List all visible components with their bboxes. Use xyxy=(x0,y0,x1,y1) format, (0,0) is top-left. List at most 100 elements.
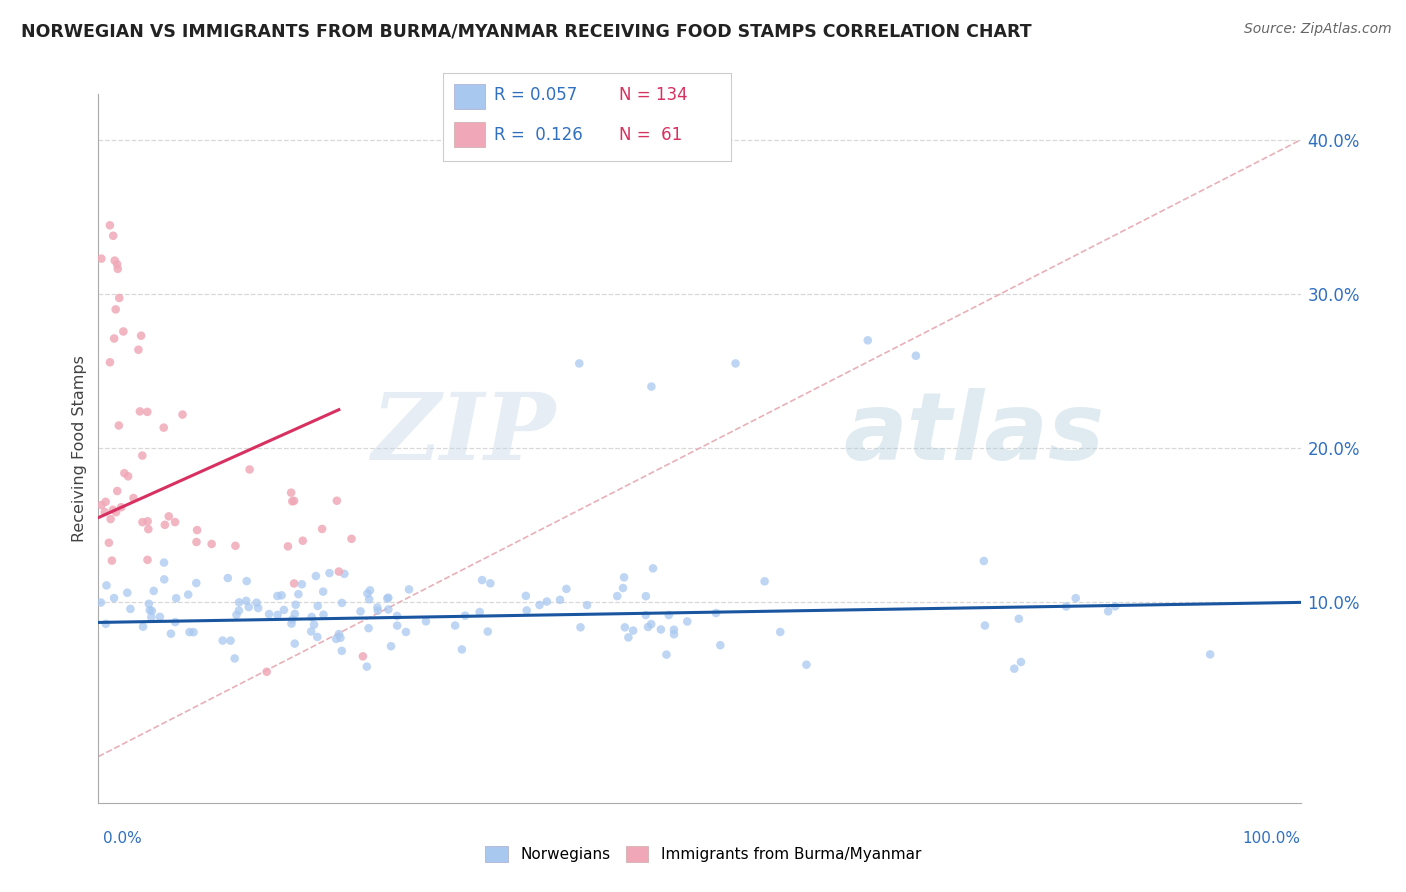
Point xyxy=(516,603,538,617)
Point xyxy=(1002,662,1025,676)
Point xyxy=(127,343,149,357)
Point xyxy=(280,616,302,631)
Point xyxy=(284,598,307,612)
Point xyxy=(359,592,381,607)
Point xyxy=(136,553,159,567)
Point xyxy=(769,624,792,639)
Point xyxy=(107,261,129,276)
Point xyxy=(796,657,818,672)
Point xyxy=(655,648,678,662)
Point xyxy=(662,627,685,641)
Point xyxy=(415,615,437,629)
Point xyxy=(307,630,329,644)
Point xyxy=(576,598,599,612)
Point xyxy=(90,498,112,512)
Point xyxy=(110,500,132,515)
Point xyxy=(117,469,139,483)
Point xyxy=(1008,612,1031,626)
Point xyxy=(283,576,305,591)
Point xyxy=(385,618,408,632)
Point xyxy=(157,509,180,524)
Point xyxy=(568,356,591,370)
Text: atlas: atlas xyxy=(844,388,1105,480)
Point xyxy=(129,404,152,418)
Point xyxy=(444,618,467,632)
Legend: Norwegians, Immigrants from Burma/Myanmar: Norwegians, Immigrants from Burma/Myanma… xyxy=(479,840,927,868)
Point xyxy=(709,638,731,652)
Point xyxy=(136,522,159,536)
Point xyxy=(283,493,305,508)
Point xyxy=(356,659,378,673)
Point xyxy=(163,515,186,529)
Point xyxy=(217,571,239,585)
Point xyxy=(724,356,747,370)
Point xyxy=(477,624,499,639)
Point xyxy=(650,623,672,637)
Point xyxy=(105,483,128,498)
Point xyxy=(479,576,502,591)
Point xyxy=(96,578,118,592)
Point xyxy=(330,644,353,658)
Point xyxy=(328,565,350,579)
Point xyxy=(280,485,302,500)
Point xyxy=(1199,648,1222,662)
Point xyxy=(454,608,477,623)
Point xyxy=(367,604,389,618)
Point xyxy=(235,574,257,588)
Text: 0.0%: 0.0% xyxy=(103,831,142,846)
Point xyxy=(291,533,314,548)
Point xyxy=(1097,604,1119,618)
Point xyxy=(97,535,120,549)
Point xyxy=(640,379,662,393)
Point xyxy=(328,627,350,641)
Point xyxy=(311,522,333,536)
Point xyxy=(325,632,347,646)
Point xyxy=(90,252,112,266)
Point xyxy=(307,599,329,613)
Point xyxy=(318,566,340,580)
Point xyxy=(301,610,323,624)
Point xyxy=(613,620,636,634)
Point xyxy=(377,591,399,605)
Point xyxy=(90,595,112,609)
Point xyxy=(112,325,135,339)
Point xyxy=(1010,655,1032,669)
Point xyxy=(186,523,208,537)
Point xyxy=(662,623,685,637)
Point xyxy=(352,649,374,664)
Point xyxy=(548,592,571,607)
Y-axis label: Receiving Food Stamps: Receiving Food Stamps xyxy=(72,355,87,541)
Point xyxy=(658,607,681,622)
Point xyxy=(238,600,260,615)
Point xyxy=(536,594,558,608)
Point xyxy=(101,503,124,517)
Point xyxy=(160,626,183,640)
Point xyxy=(228,603,250,617)
Point xyxy=(380,639,402,653)
Text: 100.0%: 100.0% xyxy=(1243,831,1301,846)
Point xyxy=(183,625,205,640)
Point xyxy=(136,405,159,419)
Point xyxy=(186,535,208,549)
Point xyxy=(281,612,304,626)
Point xyxy=(101,553,124,567)
Point xyxy=(98,219,121,233)
Point xyxy=(103,591,125,605)
Point xyxy=(141,610,163,624)
Point xyxy=(974,618,997,632)
Point xyxy=(676,615,699,629)
Point xyxy=(132,620,155,634)
Point xyxy=(94,495,117,509)
Text: R =  0.126: R = 0.126 xyxy=(494,126,582,144)
Text: R = 0.057: R = 0.057 xyxy=(494,87,576,104)
Point xyxy=(904,349,927,363)
Point xyxy=(224,651,246,665)
Point xyxy=(152,420,174,434)
Point xyxy=(149,610,172,624)
Point xyxy=(139,603,162,617)
Point xyxy=(634,589,657,603)
Point xyxy=(312,607,335,622)
Point xyxy=(225,607,247,622)
Point xyxy=(299,624,322,639)
Point xyxy=(256,665,278,679)
